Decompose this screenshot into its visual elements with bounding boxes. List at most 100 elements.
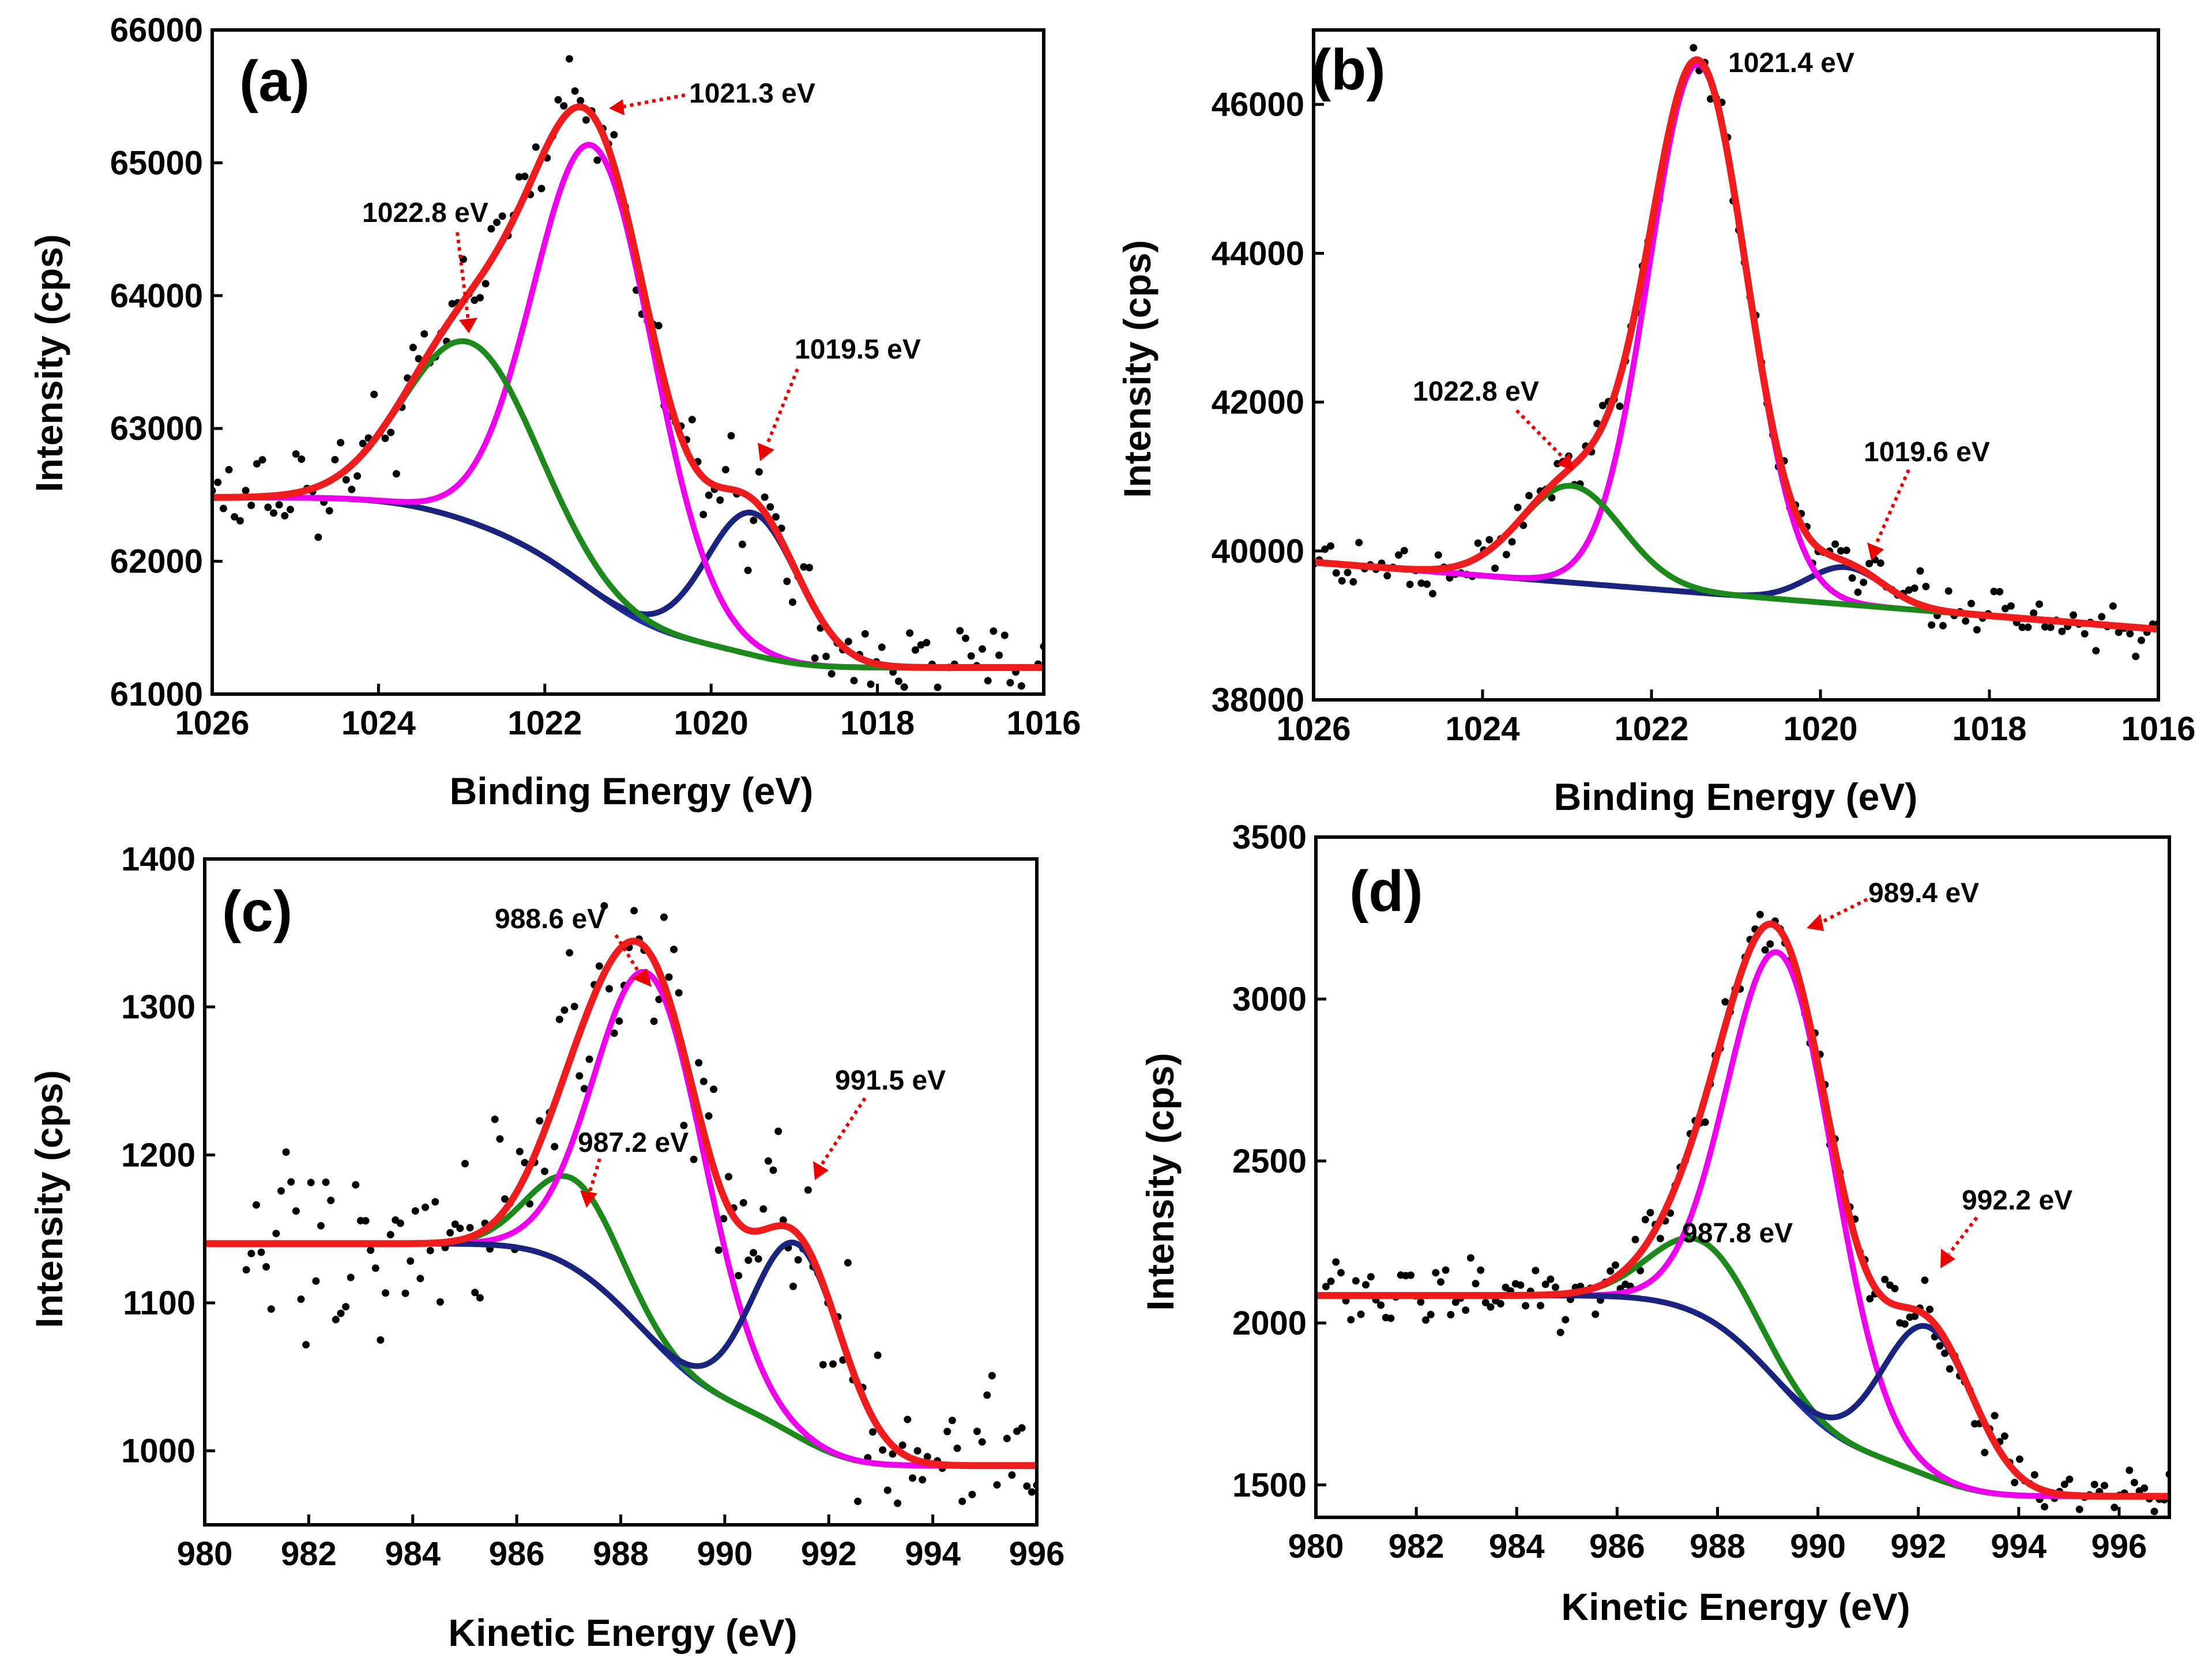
- panel-b-plot: 1026 1024 1022 1020 1018 1016 38000 40000 42000 4…: [1212, 28, 2196, 748]
- panel-b-data-point: [1690, 44, 1698, 52]
- panel-c-data-point: [377, 1336, 385, 1344]
- panel-b-ytick-label: 38000: [1212, 681, 1304, 719]
- panel-c-data-point: [710, 1086, 718, 1093]
- panel-b-data-point: [1338, 577, 1346, 585]
- panel-a-data-point: [314, 533, 322, 541]
- panel-b-xtick-label: 1016: [2121, 710, 2195, 748]
- panel-b-data-point: [1406, 581, 1414, 589]
- panel-d-annotation-987.8: 987.8 eV: [1682, 1218, 1793, 1249]
- panel-b-arrows: [1515, 409, 1910, 560]
- panel-c-data-point: [695, 1059, 703, 1067]
- panel-c-data-point: [869, 1428, 876, 1436]
- panel-a-annotation-1019.5: 1019.5 eV: [795, 334, 921, 365]
- panel-d-xtick-label: 982: [1389, 1528, 1444, 1565]
- panel-b-data-point: [1996, 587, 2004, 596]
- panel-c-data-point: [536, 1117, 544, 1125]
- panel-d-data-point: [2000, 1432, 2008, 1440]
- panel-b-data-point: [1355, 538, 1363, 547]
- panel-a-ytick-label: 62000: [110, 543, 203, 581]
- panel-b-data-point: [1990, 587, 1998, 596]
- panel-c-data-point: [983, 1391, 991, 1399]
- panel-b-data-point: [1429, 590, 1436, 598]
- panel-d-annotation-989.4: 989.4 eV: [1868, 878, 1979, 909]
- panel-b-ytick-label: 46000: [1212, 86, 1304, 123]
- panel-c-data-point: [754, 1255, 762, 1263]
- panel-a-envelope-fit: [212, 103, 1044, 671]
- panel-a-data-point: [348, 485, 356, 493]
- panel-d-data-point: [1641, 1216, 1649, 1223]
- panel-d-data-point: [1607, 1267, 1615, 1275]
- panel-a-ytick-label: 61000: [110, 676, 203, 713]
- panel-b-data-point: [1349, 578, 1357, 586]
- panel-b-data-point: [2018, 623, 2026, 631]
- panel-a-data-point: [610, 131, 618, 139]
- panel-a-data-point: [337, 439, 345, 447]
- panel-d-xlabel: Kinetic Energy (eV): [1561, 1585, 1910, 1628]
- panel-c-data-point: [521, 1159, 529, 1167]
- panel-c-data-point: [879, 1446, 887, 1454]
- panel-a-data-point: [387, 428, 395, 436]
- panel-c-data-point: [600, 902, 608, 910]
- panel-b-ytick-label: 44000: [1212, 235, 1304, 272]
- panel-a-data-point: [225, 466, 233, 474]
- panel-b-ytick-label: 42000: [1212, 384, 1304, 421]
- panel-d-data-point: [2030, 1471, 2038, 1479]
- panel-a-xlabel: Binding Energy (eV): [450, 770, 814, 812]
- panel-a-annotation-1022.8: 1022.8 eV: [362, 198, 488, 228]
- panel-a-data-point: [325, 507, 333, 515]
- panel-a-ytick-label: 64000: [110, 277, 203, 315]
- panel-d-data-point: [1891, 1284, 1899, 1293]
- panel-c-data-point: [422, 1203, 429, 1211]
- panel-d-data-point: [1541, 1280, 1549, 1288]
- panel-a-label: (a): [239, 49, 310, 114]
- panel-b-data-point: [1446, 574, 1454, 582]
- panel-c-data-point: [948, 1416, 956, 1425]
- panel-d-data-point: [1481, 1299, 1489, 1306]
- panel-a-data-point: [766, 503, 774, 511]
- panel-b-data-point: [1485, 536, 1494, 544]
- panel-a-data-point: [292, 450, 300, 458]
- panel-c-data-point: [262, 1263, 270, 1271]
- panel-b-data-point: [2024, 623, 2032, 631]
- panel-d-data-point: [2126, 1466, 2134, 1474]
- panel-a-data-point: [654, 322, 663, 330]
- panel-c-ylabel: Intensity (cps): [28, 1070, 70, 1328]
- panel-d-data-point: [1881, 1275, 1889, 1283]
- panel-c-data-point: [555, 1015, 563, 1023]
- panel-d-data-point: [1437, 1278, 1444, 1286]
- panel-c-data-point: [476, 1294, 484, 1302]
- panel-b-annotation-1021.4: 1021.4 eV: [1728, 48, 1854, 78]
- panel-b-data-point: [1973, 625, 1981, 634]
- panel-a-plot-area: [212, 55, 1044, 694]
- panel-a-data-point: [219, 504, 227, 513]
- panel-b-data-point: [1831, 540, 1839, 548]
- panel-d-data-point: [1522, 1302, 1530, 1310]
- panel-c-ytick-label: 1400: [121, 841, 195, 878]
- panel-c-data-point: [436, 1298, 444, 1306]
- panel-a-data-point: [392, 470, 400, 478]
- panel-c-data-point: [386, 1231, 394, 1239]
- panel-a-data-point: [878, 643, 886, 651]
- panel-b-data-point: [1876, 559, 1884, 567]
- panel-a-xtick-label: 1016: [1006, 704, 1081, 742]
- panel-c-data-point: [257, 1248, 265, 1256]
- panel-c-arrows: [580, 934, 867, 1208]
- panel-c-data-point: [844, 1258, 852, 1267]
- panel-a-data-point: [844, 638, 852, 646]
- panel-a-data-point: [498, 212, 506, 220]
- panel-b-data-point: [1910, 584, 1918, 592]
- panel-d-ytick-label: 3500: [1232, 819, 1307, 856]
- panel-b-data-point: [1491, 564, 1499, 572]
- panel-d-data-point: [1442, 1266, 1450, 1274]
- panel-a-data-point: [1017, 682, 1025, 690]
- panel-b-data-point: [1860, 578, 1868, 586]
- panel-d-data-point: [1477, 1266, 1485, 1274]
- panel-b-data-point: [1525, 492, 1533, 500]
- panel-c-data-point: [252, 1201, 260, 1209]
- panel-a-data-point: [537, 184, 546, 193]
- panel-b-data-point: [1905, 586, 1913, 594]
- panel-c-data-point: [610, 1029, 618, 1037]
- panel-c-data-point: [720, 1215, 728, 1223]
- panel-b-data-point: [2092, 647, 2100, 655]
- panel-b-data-point: [1848, 574, 1856, 582]
